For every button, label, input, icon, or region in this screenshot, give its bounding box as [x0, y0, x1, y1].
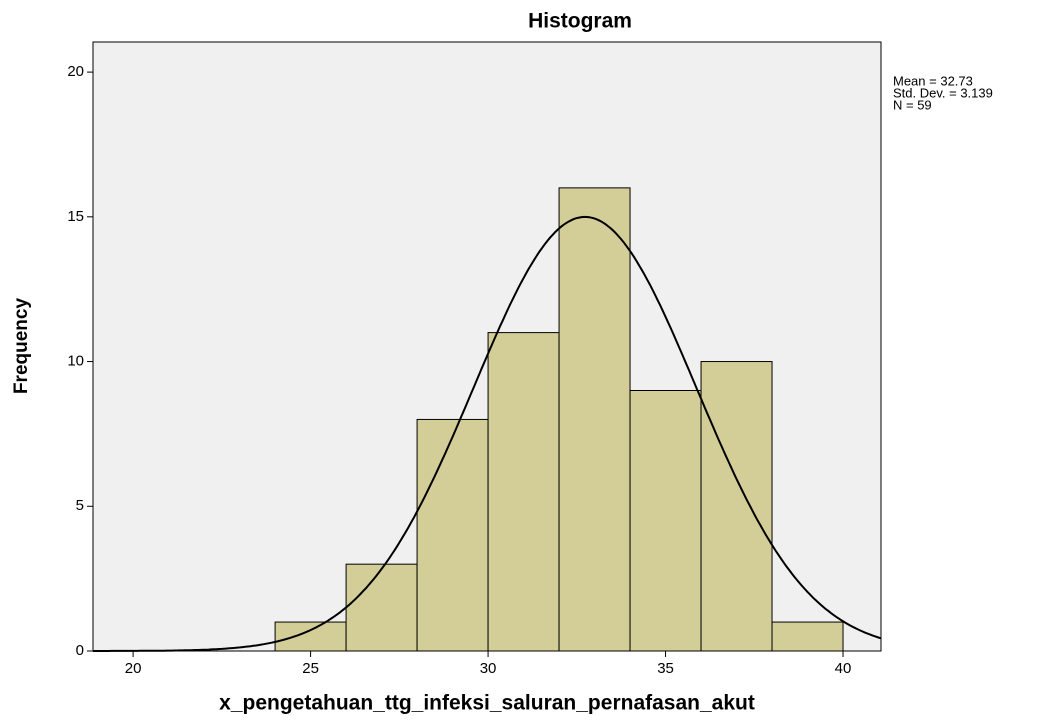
normal-curve	[93, 215, 882, 652]
bar	[771, 621, 844, 652]
stat-label: N = 59	[893, 97, 932, 112]
y-tick-label: 10	[67, 353, 84, 370]
x-tick-label: 40	[835, 660, 852, 677]
bar	[274, 621, 347, 652]
x-tick-label: 30	[480, 660, 497, 677]
y-tick-label: 0	[76, 642, 84, 659]
bar	[700, 361, 773, 652]
y-tick-label: 20	[67, 63, 84, 80]
plot-border	[92, 41, 882, 652]
bar	[345, 563, 418, 652]
stat-label: Std. Dev. = 3.139	[893, 85, 993, 100]
x-tick-label: 35	[657, 660, 674, 677]
bar	[558, 187, 631, 652]
x-tick-label: 20	[125, 660, 142, 677]
y-axis-label: Frequency	[11, 298, 32, 395]
bar	[416, 418, 489, 652]
x-tick-label: 25	[302, 660, 319, 677]
stat-label: Mean = 32.73	[893, 73, 973, 88]
y-tick-label: 15	[67, 208, 84, 225]
x-axis-label: x_pengetahuan_ttg_infeksi_saluran_pernaf…	[219, 692, 755, 715]
chart-title: Histogram	[528, 10, 632, 33]
y-tick-label: 5	[76, 497, 84, 514]
bar	[629, 389, 702, 652]
bar	[487, 332, 560, 652]
